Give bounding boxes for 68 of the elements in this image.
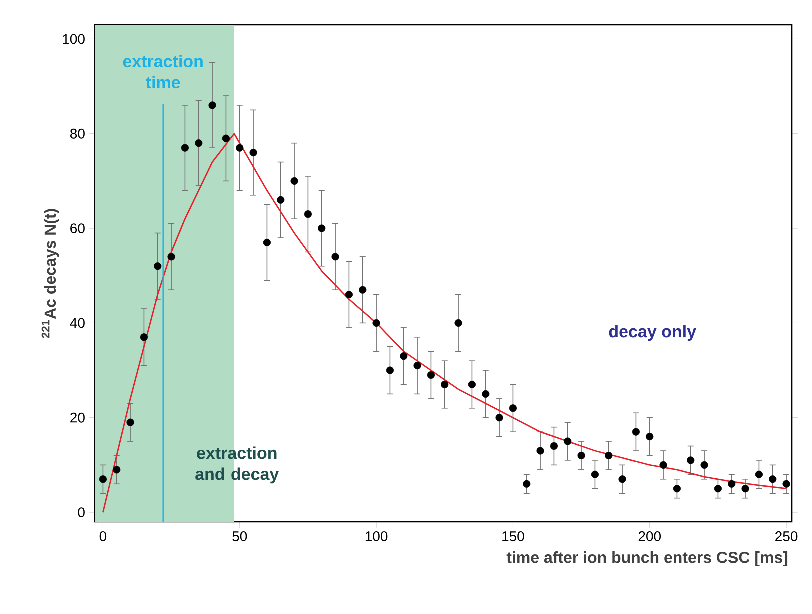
point xyxy=(195,140,203,148)
point xyxy=(345,291,354,299)
y-tick-label: 0 xyxy=(78,508,85,518)
point xyxy=(414,362,422,370)
point xyxy=(482,390,490,398)
x-axis-title: time after ion bunch enters CSC [ms] xyxy=(506,552,788,566)
point xyxy=(496,414,504,422)
point xyxy=(126,418,134,426)
ref-line-label: extraction time xyxy=(123,55,203,89)
y-tick-label: 40 xyxy=(70,318,85,328)
point xyxy=(236,144,244,152)
point xyxy=(372,319,380,327)
point xyxy=(523,480,531,488)
point xyxy=(646,433,654,441)
point xyxy=(550,442,558,450)
y-tick-label: 100 xyxy=(63,34,85,44)
point xyxy=(714,485,722,493)
point xyxy=(140,334,148,342)
x-tick-label: 150 xyxy=(502,532,524,542)
point xyxy=(673,485,682,493)
y-tick-label: 20 xyxy=(70,412,85,423)
point xyxy=(250,148,258,157)
point xyxy=(222,134,230,142)
point xyxy=(564,438,572,446)
annotation: decay only xyxy=(609,325,696,342)
point xyxy=(700,461,708,469)
point xyxy=(400,352,408,360)
point xyxy=(304,210,312,218)
point xyxy=(154,262,162,270)
point xyxy=(605,452,613,460)
point xyxy=(782,480,790,488)
point xyxy=(318,224,326,232)
point xyxy=(755,470,764,478)
point xyxy=(427,371,435,380)
y-tick-label: 60 xyxy=(70,224,85,234)
x-tick-label: 50 xyxy=(232,532,248,542)
point xyxy=(386,366,394,374)
point xyxy=(728,480,736,488)
point xyxy=(290,177,298,185)
x-tick-label: 100 xyxy=(366,532,388,542)
point xyxy=(332,253,340,261)
point xyxy=(687,456,695,464)
point xyxy=(632,428,640,436)
point xyxy=(591,470,600,478)
point xyxy=(454,319,462,327)
point xyxy=(660,461,668,469)
point xyxy=(441,380,449,389)
annotation: extraction and decay xyxy=(196,446,280,484)
point xyxy=(578,452,586,460)
point xyxy=(618,476,626,484)
point xyxy=(263,238,272,247)
point xyxy=(168,253,176,261)
point xyxy=(113,466,121,474)
point xyxy=(181,144,190,152)
point xyxy=(359,286,367,294)
y-axis-title: $^{221}$Ac decays N(t) xyxy=(42,209,60,338)
point xyxy=(769,476,777,484)
point xyxy=(742,485,750,493)
x-tick-label: 200 xyxy=(638,532,662,542)
point xyxy=(99,476,107,484)
point xyxy=(468,380,476,389)
y-tick-label: 80 xyxy=(70,128,85,139)
point xyxy=(509,404,518,412)
x-tick-label: 0 xyxy=(100,532,107,542)
point xyxy=(208,102,216,110)
point xyxy=(536,447,544,455)
x-tick-label: 250 xyxy=(776,532,798,542)
point xyxy=(277,196,285,204)
